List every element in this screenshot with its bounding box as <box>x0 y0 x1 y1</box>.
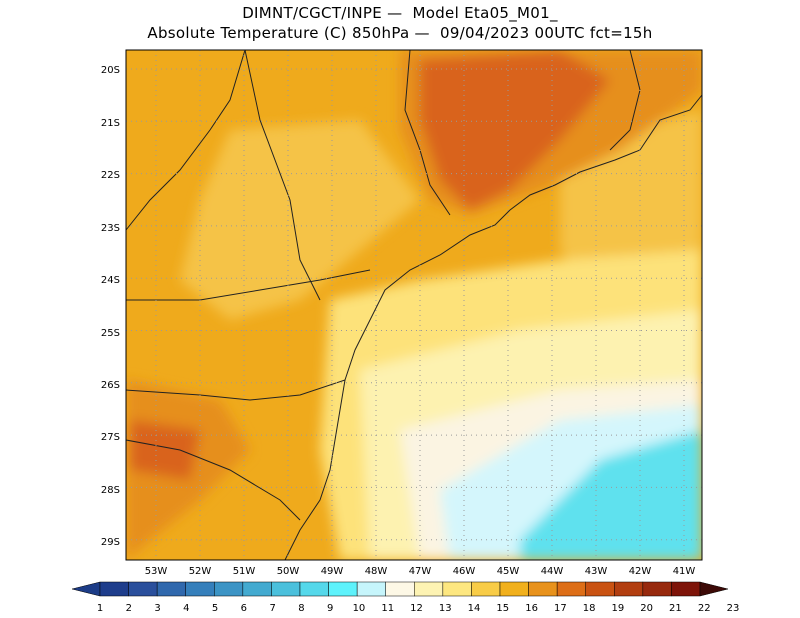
colorbar-label: 17 <box>554 603 567 614</box>
colorbar-swatch <box>528 581 558 597</box>
colorbar-label: 3 <box>154 603 160 614</box>
colorbar-swatch <box>99 581 129 597</box>
lon-label: 53W <box>145 566 168 577</box>
map-title-line1: DIMNT/CGCT/INPE — Model Eta05_M01_ <box>242 4 558 22</box>
coastline <box>284 94 702 560</box>
colorbar-label: 23 <box>727 603 740 614</box>
colorbar-swatch <box>156 581 186 597</box>
state-border-c <box>609 50 641 151</box>
colorbar-label: 19 <box>612 603 625 614</box>
colorbar-swatch <box>299 581 329 597</box>
lat-label: 28S <box>101 485 120 496</box>
colorbar-label: 13 <box>439 603 452 614</box>
latitude-labels: 20S 21S 22S 23S 24S 25S 26S 27S 28S 29S <box>101 65 120 548</box>
colorbar-swatch <box>642 581 672 597</box>
field-10c <box>520 430 702 560</box>
colorbar-swatch <box>328 581 358 597</box>
colorbar-right-cap <box>699 581 729 597</box>
lon-label: 47W <box>409 566 432 577</box>
colorbar-label: 11 <box>381 603 394 614</box>
colorbar-label: 15 <box>496 603 509 614</box>
colorbar-swatch <box>556 581 586 597</box>
map-frame <box>125 49 703 561</box>
state-border-e <box>126 379 346 401</box>
colorbar-label: 21 <box>669 603 682 614</box>
field-18c-west <box>130 420 200 480</box>
lat-label: 29S <box>101 537 120 548</box>
colorbar-swatch <box>585 581 615 597</box>
lat-label: 25S <box>101 328 120 339</box>
colorbar-swatch <box>414 581 444 597</box>
lat-label: 26S <box>101 380 120 391</box>
lon-label: 50W <box>277 566 300 577</box>
colorbar-swatch <box>385 581 415 597</box>
lat-label: 22S <box>101 170 120 181</box>
lat-label: 21S <box>101 118 120 129</box>
state-border-d <box>126 269 371 301</box>
colorbar-swatch <box>671 581 701 597</box>
lon-label: 44W <box>541 566 564 577</box>
coastline-and-borders <box>126 50 702 560</box>
lat-label: 20S <box>101 65 120 76</box>
colorbar-label: 10 <box>353 603 366 614</box>
lon-label: 51W <box>233 566 256 577</box>
colorbar-label: 7 <box>269 603 275 614</box>
colorbar-label: 1 <box>97 603 103 614</box>
colorbar-swatch <box>185 581 215 597</box>
lon-label: 49W <box>321 566 344 577</box>
state-border-f <box>126 439 301 521</box>
colorbar-label: 18 <box>583 603 596 614</box>
colorbar-swatch <box>128 581 158 597</box>
graticule <box>126 50 702 560</box>
colorbar-label: 8 <box>298 603 304 614</box>
colorbar-label: 9 <box>327 603 333 614</box>
colorbar-swatch <box>271 581 301 597</box>
lon-label: 52W <box>189 566 212 577</box>
colorbar-swatch <box>242 581 272 597</box>
colorbar-label: 20 <box>640 603 653 614</box>
field-15c-interior <box>180 120 420 320</box>
colorbar-left-cap <box>71 581 101 597</box>
colorbar-label: 22 <box>698 603 711 614</box>
river-paraná <box>244 50 321 301</box>
lon-label: 41W <box>673 566 696 577</box>
colorbar-label: 5 <box>212 603 218 614</box>
colorbar-label: 16 <box>525 603 538 614</box>
lat-label: 24S <box>101 275 120 286</box>
colorbar: 1 2 3 4 5 6 7 8 9 10 11 12 13 14 15 16 17 18 19 20 21 22 23 <box>71 581 740 614</box>
colorbar-swatch <box>471 581 501 597</box>
colorbar-swatch <box>356 581 386 597</box>
colorbar-swatch <box>442 581 472 597</box>
colorbar-swatch <box>214 581 244 597</box>
lon-label: 42W <box>629 566 652 577</box>
colorbar-label: 14 <box>468 603 481 614</box>
colorbar-label: 4 <box>183 603 189 614</box>
temperature-field <box>126 50 702 560</box>
state-border-a <box>126 50 246 231</box>
colorbar-swatch <box>499 581 529 597</box>
lon-label: 46W <box>453 566 476 577</box>
lat-label: 23S <box>101 223 120 234</box>
colorbar-label: 6 <box>241 603 247 614</box>
colorbar-label: 2 <box>126 603 132 614</box>
lat-label: 27S <box>101 432 120 443</box>
lon-label: 43W <box>585 566 608 577</box>
field-18c-north <box>420 50 610 210</box>
colorbar-label: 12 <box>410 603 423 614</box>
longitude-labels: 53W 52W 51W 50W 49W 48W 47W 46W 45W 44W … <box>145 566 696 577</box>
colorbar-swatch <box>614 581 644 597</box>
lon-label: 48W <box>365 566 388 577</box>
lon-label: 45W <box>497 566 520 577</box>
map-title-line2: Absolute Temperature (C) 850hPa — 09/04/… <box>147 24 653 42</box>
